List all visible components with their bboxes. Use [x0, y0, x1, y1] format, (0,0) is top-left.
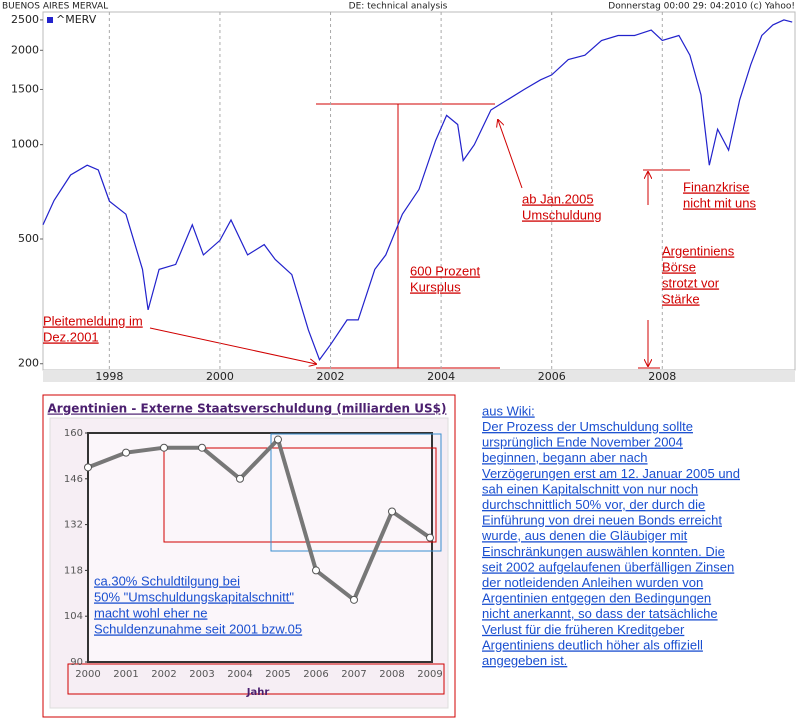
header-center: DE: technical analysis [349, 2, 448, 12]
y-tick-label: 500 [18, 232, 39, 245]
x-tick-label: 2003 [189, 669, 214, 680]
debt-point [236, 474, 244, 483]
annotation: Argentiniens [662, 243, 735, 258]
y-tick-label: 90 [70, 657, 83, 668]
annotation: Stärke [662, 291, 700, 306]
x-tick-label: 2008 [379, 669, 404, 680]
y-tick-label: 200 [18, 357, 39, 370]
price-line [42, 19, 793, 361]
annotation: Finanzkrise [683, 179, 749, 194]
note-line: Verzögerungen erst am 12. Januar 2005 un… [482, 466, 740, 481]
debt-line [87, 437, 432, 602]
y-tick-label: 132 [64, 520, 83, 531]
highlight-box [67, 663, 445, 695]
plot-area [42, 11, 796, 371]
note-line: der notleidenden Anleihen wurden von [482, 575, 703, 590]
x-tick-label: 2006 [303, 669, 328, 680]
annotation: ca.30% Schuldtilgung bei [94, 573, 240, 588]
x-tick-label: 2000 [206, 370, 234, 383]
header-left: BUENOS AIRES MERVAL [2, 2, 108, 12]
y-tick-label: 2500 [11, 13, 39, 26]
annotation: Dez.2001 [43, 329, 99, 344]
annotation: 50% "Umschuldungskapitalschnitt" [94, 589, 294, 604]
note-line: Einführung von drei neuen Bonds erreicht [482, 513, 722, 528]
legend-label: ^MERV [56, 13, 97, 26]
annotation: strotzt vor [662, 275, 720, 290]
annotation: 600 Prozent [410, 263, 480, 278]
note-line: sah einen Kapitalschnitt von nur noch [482, 481, 698, 496]
annotation: ab Jan.2005 [522, 191, 594, 206]
note-line: Der Prozess der Umschuldung sollte [482, 419, 693, 434]
x-tick-label: 2008 [648, 370, 676, 383]
annotation: Pleitemeldung im [43, 313, 143, 328]
x-tick-label: 2009 [417, 669, 442, 680]
y-tick-label: 1000 [11, 138, 39, 151]
header-right: Donnerstag 00:00 29: 04:2010 (c) Yahoo! [608, 2, 795, 12]
note-line: durchschnittlich 50% vor, der durch die [482, 497, 705, 512]
debt-point [274, 435, 282, 444]
note-line: nicht anerkannt, so dass der tatsächlich… [482, 606, 718, 621]
debt-point [84, 463, 92, 472]
note-line: Einschränkungen auswählen konnten. Die [482, 544, 725, 559]
debt-point [198, 443, 206, 452]
debt-title: Argentinien - Externe Staatsverschuldung… [48, 402, 447, 416]
note-line: angegeben ist. [482, 653, 567, 668]
debt-point [350, 595, 358, 604]
note-line: wurde, aus denen die Gläubiger mit [481, 528, 688, 543]
x-tick-label: 2004 [427, 370, 455, 383]
legend-swatch [47, 17, 53, 23]
annotation: Börse [662, 259, 696, 274]
debt-point [388, 507, 396, 516]
x-tick-label: 2002 [151, 669, 176, 680]
x-tick-label: 2001 [113, 669, 138, 680]
annotation: nicht mit uns [683, 195, 756, 210]
annotation-lines [149, 103, 690, 369]
debt-point [312, 566, 320, 575]
y-tick-label: 146 [64, 474, 83, 485]
y-tick-label: 1500 [11, 82, 39, 95]
note-line: Verlust für die früheren Kreditgeber [482, 622, 685, 637]
x-tick-label: 2004 [227, 669, 252, 680]
debt-point [426, 533, 434, 542]
y-tick-label: 160 [64, 428, 83, 439]
y-tick-label: 2000 [11, 43, 39, 56]
debt-point [160, 443, 168, 452]
annotation: macht wohl eher ne [94, 605, 207, 620]
x-tick-label: 2000 [75, 669, 100, 680]
note-line: aus Wiki: [482, 403, 535, 418]
x-tick-label: 2002 [317, 370, 345, 383]
highlight-box [163, 447, 437, 543]
x-tick-label: 1998 [95, 370, 123, 383]
note-line: beginnen, begann aber nach [482, 450, 648, 465]
x-axis-label: Jahr [246, 687, 270, 698]
note-line: seit 2002 aufgelaufenen überfälligen Zin… [482, 559, 734, 574]
y-tick-label: 118 [64, 565, 83, 576]
note-line: ursprünglich Ende November 2004 [482, 435, 683, 450]
annotation: Kursplus [410, 279, 461, 294]
annotation: Schuldenzunahme seit 2001 bzw.05 [94, 621, 302, 636]
note-line: Argentiniens deutlich höher als offiziel… [482, 637, 703, 652]
x-tick-label: 2006 [538, 370, 566, 383]
debt-point [122, 448, 130, 457]
annotation: Umschuldung [522, 207, 602, 222]
x-tick-label: 2005 [265, 669, 290, 680]
highlight-box [270, 433, 442, 552]
x-tick-label: 2007 [341, 669, 366, 680]
y-tick-label: 104 [64, 611, 83, 622]
x-axis-strip [43, 370, 795, 382]
note-line: Argentinien entgegen den Bedingungen [482, 591, 711, 606]
